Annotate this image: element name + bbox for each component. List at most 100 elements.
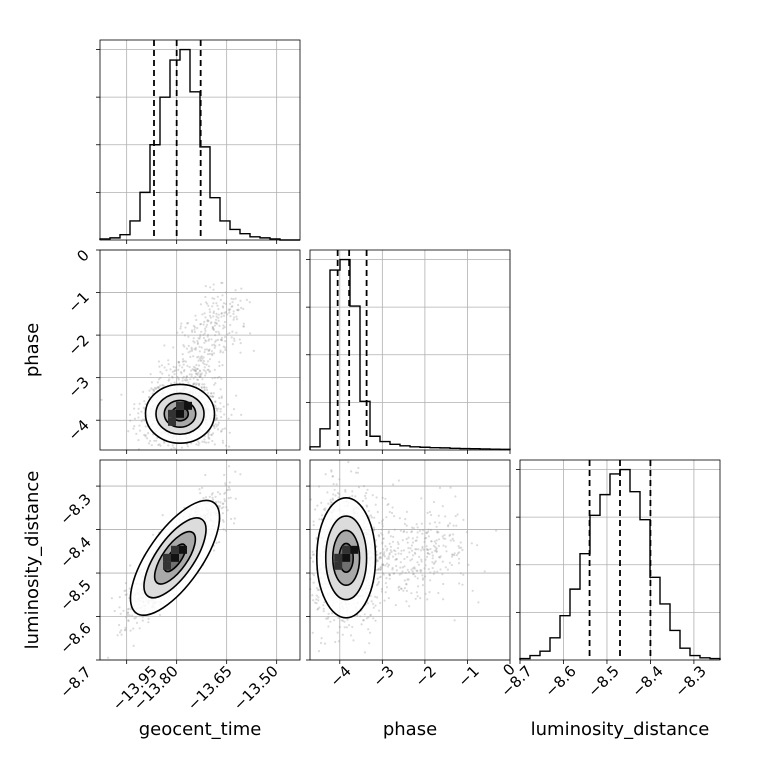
scatter-point xyxy=(123,589,126,593)
scatter-point xyxy=(185,375,188,378)
scatter-point xyxy=(401,539,404,542)
scatter-point xyxy=(172,365,175,368)
scatter-point xyxy=(205,372,208,375)
scatter-point xyxy=(432,562,435,566)
scatter-point xyxy=(208,308,211,311)
scatter-point xyxy=(213,346,216,349)
scatter-point xyxy=(207,319,210,322)
panel-hist-phase xyxy=(309,249,511,451)
scatter-point xyxy=(235,331,238,334)
scatter-point xyxy=(230,517,233,521)
scatter-point xyxy=(203,351,206,354)
scatter-point xyxy=(227,308,230,311)
scatter-point xyxy=(216,491,220,494)
scatter-point xyxy=(150,387,153,390)
scatter-point xyxy=(225,489,228,492)
scatter-point xyxy=(125,616,128,619)
scatter-point xyxy=(177,361,180,364)
scatter-point xyxy=(314,601,317,604)
scatter-point xyxy=(203,348,207,351)
scatter-point xyxy=(199,374,202,377)
scatter-point xyxy=(449,539,452,542)
scatter-point xyxy=(391,568,394,571)
scatter-point xyxy=(133,403,136,406)
scatter-point xyxy=(389,545,392,549)
scatter-point xyxy=(406,568,409,571)
scatter-point xyxy=(223,500,227,503)
scatter-point xyxy=(215,318,218,321)
scatter-point xyxy=(407,546,410,550)
x-axis-label-phase: phase xyxy=(383,719,437,740)
scatter-point xyxy=(214,382,217,385)
scatter-point xyxy=(190,346,193,349)
scatter-point xyxy=(385,549,388,552)
x-axis-label-luminosity-distance: luminosity_distance xyxy=(531,719,710,740)
scatter-point xyxy=(443,534,446,537)
scatter-point xyxy=(193,341,196,344)
scatter-point xyxy=(406,541,409,544)
scatter-point xyxy=(212,352,216,355)
scatter-point xyxy=(458,582,461,585)
scatter-point xyxy=(197,337,200,340)
scatter-point xyxy=(159,376,162,380)
scatter-point xyxy=(437,531,440,534)
scatter-point xyxy=(405,510,408,513)
scatter-point xyxy=(212,424,215,427)
scatter-point xyxy=(158,443,161,446)
scatter-point xyxy=(376,559,379,562)
scatter-point xyxy=(219,410,222,413)
scatter-point xyxy=(167,363,170,366)
scatter-point xyxy=(217,316,220,319)
scatter-point xyxy=(428,591,431,594)
scatter-point xyxy=(218,343,221,347)
scatter-point xyxy=(229,302,232,305)
scatter-point xyxy=(203,386,206,389)
scatter-point xyxy=(215,322,218,325)
scatter-point xyxy=(380,520,384,523)
scatter-point xyxy=(210,392,213,395)
scatter-point xyxy=(452,539,455,542)
scatter-point xyxy=(457,562,461,565)
scatter-point xyxy=(357,466,360,470)
scatter-point xyxy=(404,518,407,521)
scatter-point xyxy=(435,547,438,550)
scatter-point xyxy=(196,378,199,381)
scatter-point xyxy=(208,348,211,351)
scatter-point xyxy=(147,621,150,624)
scatter-point xyxy=(386,503,389,507)
scatter-point xyxy=(199,323,202,326)
scatter-point xyxy=(419,597,422,600)
scatter-point xyxy=(347,461,350,464)
scatter-point xyxy=(242,325,245,328)
scatter-point xyxy=(204,295,207,299)
scatter-point xyxy=(455,524,458,527)
scatter-point xyxy=(203,363,206,366)
scatter-point xyxy=(163,344,166,347)
scatter-point xyxy=(411,541,415,544)
scatter-point xyxy=(162,384,165,387)
scatter-point xyxy=(380,528,384,531)
scatter-point xyxy=(147,442,151,445)
scatter-point xyxy=(450,555,454,558)
scatter-point xyxy=(207,437,210,440)
scatter-point xyxy=(383,551,386,554)
scatter-point xyxy=(193,382,196,385)
scatter-point xyxy=(367,628,370,631)
scatter-point xyxy=(388,573,391,577)
scatter-point xyxy=(188,373,191,376)
scatter-point xyxy=(209,370,212,373)
scatter-point xyxy=(232,298,235,301)
scatter-point xyxy=(173,369,176,373)
scatter-point xyxy=(160,364,163,367)
scatter-point xyxy=(196,367,199,371)
scatter-point xyxy=(378,567,381,570)
scatter-point xyxy=(421,545,424,548)
scatter-point xyxy=(159,444,162,447)
y-axis-label-luminosity-distance: luminosity_distance xyxy=(22,471,43,650)
scatter-point xyxy=(387,531,390,535)
y-tick-label-lumdist-4: −8.6 xyxy=(56,619,94,657)
scatter-point xyxy=(221,441,225,444)
scatter-point xyxy=(333,619,336,622)
scatter-point xyxy=(228,311,231,314)
scatter-point xyxy=(192,355,195,358)
